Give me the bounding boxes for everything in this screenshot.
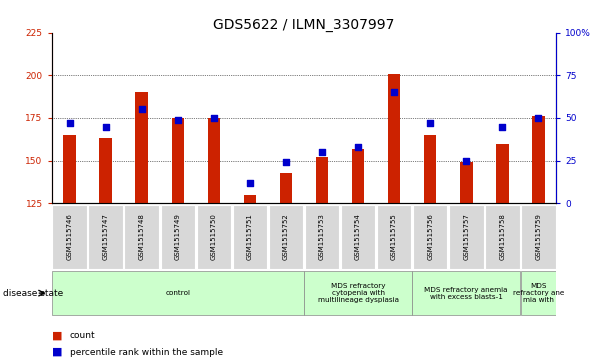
Text: ■: ■ — [52, 347, 62, 357]
Bar — [207, 118, 220, 203]
Text: GSM1515748: GSM1515748 — [139, 213, 145, 260]
Bar — [161, 205, 195, 269]
Bar — [100, 138, 112, 203]
Text: GSM1515752: GSM1515752 — [283, 213, 289, 260]
Bar — [63, 135, 76, 203]
Text: GSM1515751: GSM1515751 — [247, 213, 253, 260]
Text: ■: ■ — [52, 331, 62, 341]
Text: GSM1515758: GSM1515758 — [499, 213, 505, 260]
Bar — [125, 205, 159, 269]
Point — [533, 115, 543, 121]
Bar — [521, 205, 556, 269]
Bar — [171, 118, 184, 203]
Point — [65, 120, 75, 126]
Bar — [520, 272, 556, 315]
Bar — [413, 205, 447, 269]
Text: GSM1515750: GSM1515750 — [211, 213, 217, 260]
Point — [137, 107, 147, 113]
Bar — [196, 205, 231, 269]
Text: count: count — [70, 331, 95, 340]
Bar — [424, 135, 437, 203]
Bar — [340, 205, 375, 269]
Point — [461, 158, 471, 163]
Point — [281, 159, 291, 165]
Bar — [244, 195, 256, 203]
Text: GSM1515749: GSM1515749 — [175, 213, 181, 260]
Point — [209, 115, 219, 121]
Text: control: control — [165, 290, 190, 296]
Bar — [280, 172, 292, 203]
Title: GDS5622 / ILMN_3307997: GDS5622 / ILMN_3307997 — [213, 18, 395, 32]
Bar — [269, 205, 303, 269]
Bar — [352, 149, 364, 203]
Text: GSM1515747: GSM1515747 — [103, 213, 109, 260]
Point — [389, 90, 399, 95]
Bar — [388, 74, 401, 203]
Bar — [136, 93, 148, 203]
Bar — [233, 205, 268, 269]
Bar — [485, 205, 520, 269]
Text: MDS refractory anemia
with excess blasts-1: MDS refractory anemia with excess blasts… — [424, 287, 508, 299]
Bar — [88, 205, 123, 269]
Text: disease state: disease state — [3, 289, 63, 298]
Bar — [316, 157, 328, 203]
Text: GSM1515754: GSM1515754 — [355, 213, 361, 260]
Bar — [52, 205, 87, 269]
Point — [497, 123, 507, 129]
Bar — [449, 205, 483, 269]
Text: MDS refractory
cytopenia with
multilineage dysplasia: MDS refractory cytopenia with multilinea… — [317, 283, 399, 303]
Bar — [305, 272, 412, 315]
Text: GSM1515755: GSM1515755 — [391, 213, 397, 260]
Bar — [496, 144, 508, 203]
Text: percentile rank within the sample: percentile rank within the sample — [70, 348, 223, 356]
Text: MDS
refractory ane
mia with: MDS refractory ane mia with — [513, 283, 564, 303]
Bar — [305, 205, 339, 269]
Bar — [412, 272, 520, 315]
Text: GSM1515753: GSM1515753 — [319, 213, 325, 260]
Text: GSM1515757: GSM1515757 — [463, 213, 469, 260]
Text: GSM1515759: GSM1515759 — [535, 213, 541, 260]
Point — [101, 123, 111, 129]
Text: GSM1515746: GSM1515746 — [67, 213, 73, 260]
Point — [426, 120, 435, 126]
Point — [245, 180, 255, 186]
Text: GSM1515756: GSM1515756 — [427, 213, 433, 260]
Bar — [52, 272, 303, 315]
Point — [317, 149, 327, 155]
Point — [173, 117, 183, 123]
Bar — [532, 116, 545, 203]
Point — [353, 144, 363, 150]
Bar — [377, 205, 412, 269]
Bar — [460, 162, 472, 203]
